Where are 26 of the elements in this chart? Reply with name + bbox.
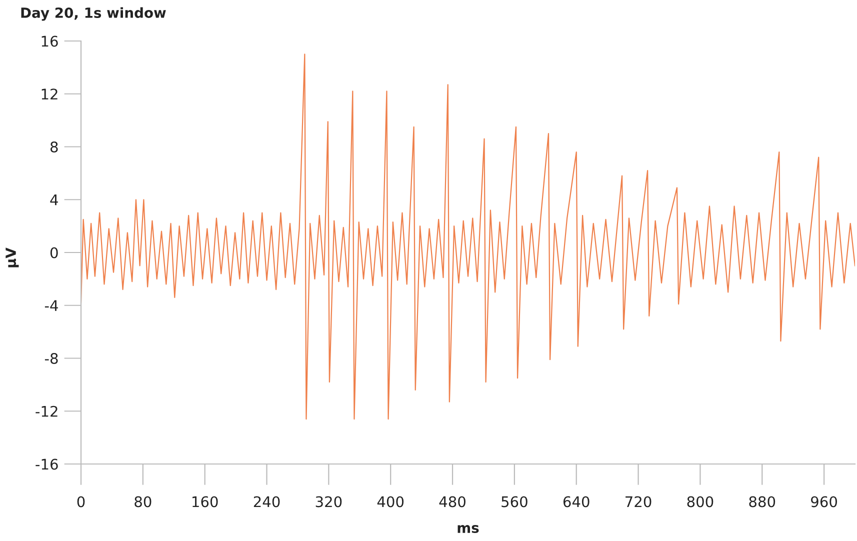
y-tick-label: -4 (44, 300, 58, 311)
line-series (81, 54, 855, 420)
y-tick-label: -16 (36, 458, 58, 470)
x-tick-label: 240 (254, 496, 280, 508)
y-axis-title: µV (6, 248, 19, 268)
x-tick-label: 960 (811, 496, 837, 508)
x-tick-label: 400 (377, 496, 404, 508)
x-tick-label: 320 (316, 496, 342, 508)
x-tick-label: 720 (626, 496, 652, 508)
y-tick-label: -8 (44, 352, 58, 364)
x-tick-label: 880 (749, 496, 776, 508)
y-tick-label: 16 (42, 36, 58, 47)
x-tick-label: 0 (77, 496, 85, 508)
x-axis-title: ms (458, 525, 479, 534)
x-tick-label: 560 (502, 496, 528, 508)
x-tick-label: 800 (687, 496, 714, 508)
chart-title: Day 20, 1s window (21, 7, 166, 21)
x-tick-label: 160 (192, 496, 218, 508)
x-tick-label: 80 (134, 496, 152, 508)
y-tick-label: 8 (50, 141, 58, 152)
x-tick-label: 640 (563, 496, 590, 508)
x-tick-label: 480 (439, 496, 466, 508)
y-tick-label: -12 (36, 406, 58, 417)
y-tick-label: 0 (50, 247, 58, 258)
y-tick-label: 4 (50, 194, 58, 206)
y-tick-label: 12 (42, 88, 58, 100)
